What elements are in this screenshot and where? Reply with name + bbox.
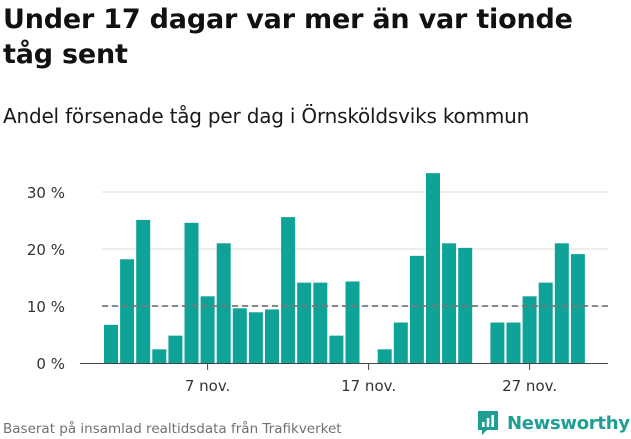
bar [490,322,505,363]
bar [345,281,360,363]
bar [297,282,312,363]
x-tick-label: 17 nov. [341,377,396,395]
bar [377,349,392,363]
bar [104,324,118,363]
y-tick-label: 30 % [27,184,65,202]
brand: Newsworthy [476,408,630,438]
x-tick-label: 27 nov. [502,377,557,395]
bar [329,335,344,363]
source-note: Baserat på insamlad realtidsdata från Tr… [3,421,342,437]
chart-title: Under 17 dagar var mer än var tionde tåg… [3,4,573,70]
bar [409,255,424,363]
bar [313,282,328,363]
newsworthy-logo-icon [478,411,498,435]
bar [442,243,457,363]
bar [152,349,167,363]
bar [506,322,521,363]
bar [136,219,151,363]
bar [200,296,215,363]
bar [426,173,440,363]
y-tick-label: 0 % [36,355,65,373]
bar [393,322,408,363]
bar [232,308,247,363]
bar [184,222,199,363]
bar [570,254,585,363]
bar [522,296,537,363]
bar [168,335,183,363]
bar [554,243,569,363]
bar-chart: 0 % 10 % 20 % 30 % 7 nov. 17 nov. 27 nov. [27,173,608,395]
brand-name: Newsworthy [507,412,630,434]
bar [281,217,296,363]
bar [216,243,231,363]
x-tick-label: 7 nov. [185,377,230,395]
y-tick-label: 10 % [27,298,65,316]
bar [120,259,135,363]
bar [265,309,279,363]
y-tick-label: 20 % [27,241,65,259]
bar [248,312,263,363]
bar [538,282,553,363]
bars [104,173,585,363]
axes: 0 % 10 % 20 % 30 % 7 nov. 17 nov. 27 nov. [27,184,608,395]
chart-subtitle: Andel försenade tåg per dag i Örnsköldsv… [3,104,530,128]
